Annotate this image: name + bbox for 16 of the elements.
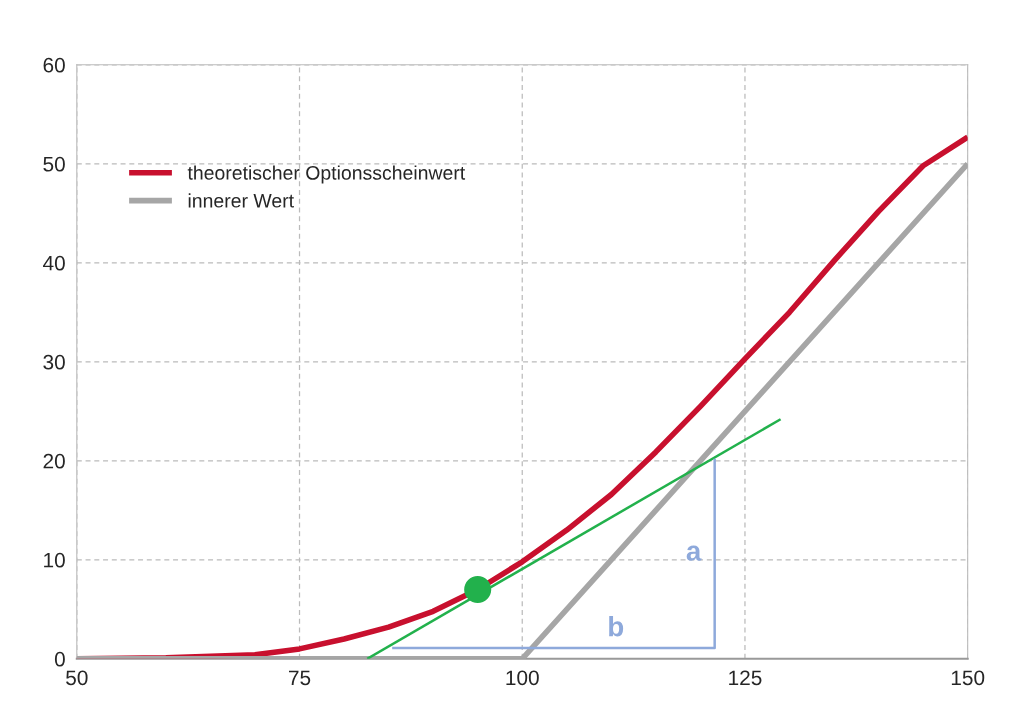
y-tick-label: 40 xyxy=(43,255,65,271)
x-tick-label: 150 xyxy=(951,670,985,686)
y-tick-label: 20 xyxy=(43,453,65,469)
x-tick-label: 125 xyxy=(729,670,762,686)
x-tick-label: 100 xyxy=(506,670,539,686)
annotation: a xyxy=(686,545,702,561)
y-tick-label: 60 xyxy=(43,57,65,73)
y-tick-label: 50 xyxy=(43,156,65,172)
annotation: b xyxy=(609,616,624,637)
x-tick-label: 75 xyxy=(289,670,311,686)
y-tick-label: 10 xyxy=(44,552,65,568)
y-tick-label: 30 xyxy=(43,354,65,370)
legend-label: theoretischer Optionsscheinwert xyxy=(187,165,466,184)
y-tick-label: 0 xyxy=(54,651,65,667)
x-tick-label: 50 xyxy=(66,670,88,686)
legend-label: innerer Wert xyxy=(188,193,294,208)
